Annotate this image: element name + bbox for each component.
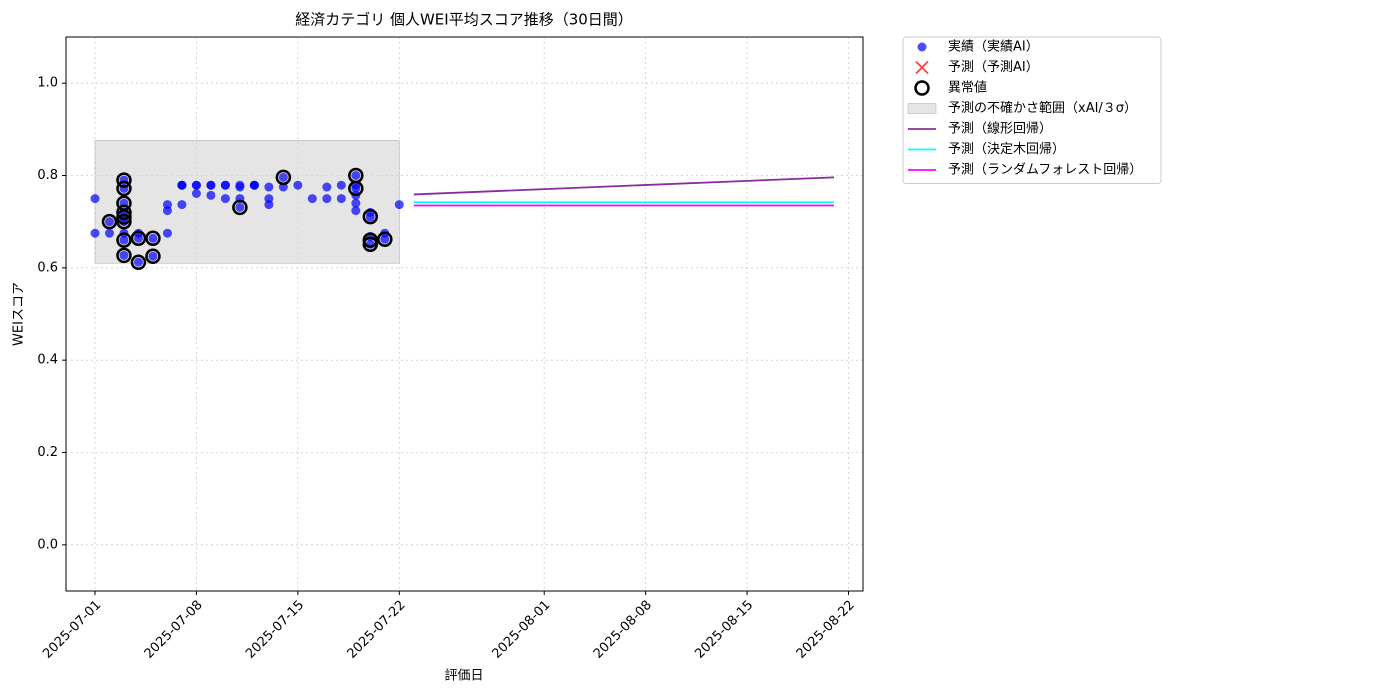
actual-point xyxy=(191,189,201,199)
outlier-ring xyxy=(116,247,132,264)
legend-swatch xyxy=(917,42,927,52)
legend-label: 予測（決定木回帰） xyxy=(948,141,1065,157)
outlier-ring xyxy=(362,236,379,253)
actual-point xyxy=(278,172,288,182)
outlier-ring xyxy=(116,180,132,197)
x-tick-label: 2025-08-15 xyxy=(692,598,756,662)
actual-point xyxy=(119,250,129,260)
x-tick-label: 2025-07-01 xyxy=(40,598,104,662)
y-tick-label: 0.0 xyxy=(37,537,58,552)
actual-point xyxy=(322,194,332,204)
actual-point xyxy=(90,194,100,204)
outlier-ring xyxy=(116,172,132,188)
plot-frame xyxy=(65,36,864,592)
legend-swatch xyxy=(914,80,930,96)
outlier-ring xyxy=(101,213,118,230)
actual-point xyxy=(133,257,143,267)
actual-point xyxy=(394,200,404,210)
x-tick-label: 2025-08-22 xyxy=(794,598,858,662)
actual-point xyxy=(119,235,129,245)
outlier-ring xyxy=(130,254,147,271)
legend-label: 実績（実績AI） xyxy=(948,39,1039,55)
actual-point xyxy=(336,180,346,190)
outlier-ring xyxy=(275,169,292,186)
outlier-ring xyxy=(116,213,132,230)
legend-swatch xyxy=(907,103,937,114)
outlier-ring xyxy=(362,208,379,225)
actual-point xyxy=(220,180,230,190)
x-tick-label: 2025-07-22 xyxy=(345,598,409,662)
actual-point xyxy=(177,180,187,190)
y-tick-label: 1.0 xyxy=(37,76,58,91)
actual-point xyxy=(351,198,361,208)
outlier-ring xyxy=(145,248,161,265)
y-tick-label: 0.6 xyxy=(37,260,58,275)
actual-point xyxy=(220,194,230,204)
actual-point xyxy=(162,206,172,216)
legend-swatch xyxy=(915,60,929,75)
y-tick-label: 0.8 xyxy=(37,168,58,183)
actual-point xyxy=(351,206,361,216)
legend-label: 予測（線形回帰） xyxy=(948,121,1052,137)
actual-point xyxy=(206,190,216,200)
actual-point xyxy=(206,180,216,190)
actual-point xyxy=(104,228,114,238)
actual-point xyxy=(264,200,274,210)
y-tick-label: 0.4 xyxy=(37,353,58,368)
x-tick-label: 2025-08-08 xyxy=(591,598,655,662)
actual-point xyxy=(235,182,245,192)
prediction-line xyxy=(413,176,835,196)
legend-label: 予測の不確かさ範囲（xAI/３σ） xyxy=(948,100,1137,116)
actual-point xyxy=(351,183,361,193)
outlier-ring xyxy=(348,180,364,197)
actual-point xyxy=(148,233,158,243)
actual-point xyxy=(322,182,332,192)
actual-point xyxy=(380,234,390,244)
x-tick-label: 2025-08-01 xyxy=(489,598,553,662)
actual-point xyxy=(249,180,259,190)
actual-point xyxy=(336,194,346,204)
actual-point xyxy=(162,228,172,238)
legend-label: 予測（予測AI） xyxy=(948,60,1039,75)
outlier-ring xyxy=(232,199,248,216)
outlier-ring xyxy=(145,230,161,247)
actual-point xyxy=(90,228,100,238)
actual-point xyxy=(235,202,245,212)
chart-title: 経済カテゴリ 個人WEI平均スコア推移（30日間） xyxy=(295,11,633,29)
actual-point xyxy=(351,171,361,180)
actual-point xyxy=(307,194,317,204)
actual-point xyxy=(264,182,274,192)
actual-point xyxy=(278,182,288,192)
legend-label: 予測（ランダムフォレスト回帰） xyxy=(948,162,1142,178)
outlier-ring xyxy=(116,204,132,221)
x-tick-label: 2025-07-15 xyxy=(243,598,307,662)
actual-point xyxy=(191,180,201,190)
actual-point xyxy=(293,180,303,190)
outlier-ring xyxy=(116,195,132,211)
legend-box xyxy=(902,36,1162,184)
actual-point xyxy=(104,217,114,227)
outlier-ring xyxy=(116,232,132,248)
outlier-ring xyxy=(130,230,147,247)
x-tick-label: 2025-07-08 xyxy=(142,598,206,662)
y-axis-label: WEIスコア xyxy=(12,282,27,346)
y-tick-label: 0.2 xyxy=(37,445,58,460)
x-axis-label: 評価日 xyxy=(444,669,483,684)
outlier-ring xyxy=(377,231,393,247)
actual-point xyxy=(148,251,158,261)
actual-point xyxy=(365,212,375,222)
legend-label: 異常値 xyxy=(948,80,987,96)
actual-point xyxy=(177,200,187,210)
